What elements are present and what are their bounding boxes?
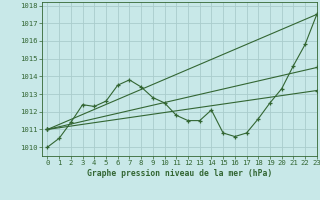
X-axis label: Graphe pression niveau de la mer (hPa): Graphe pression niveau de la mer (hPa) — [87, 169, 272, 178]
